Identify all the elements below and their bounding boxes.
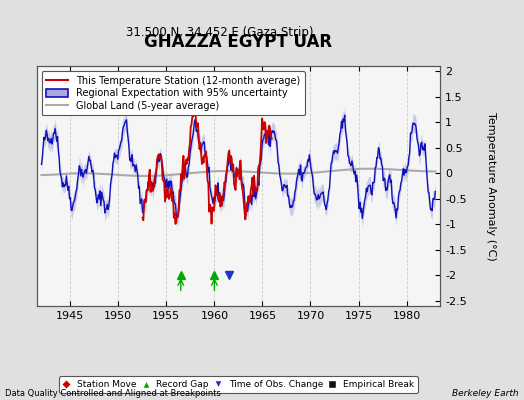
Legend: Station Move, Record Gap, Time of Obs. Change, Empirical Break: Station Move, Record Gap, Time of Obs. C… [59,376,418,393]
Text: Berkeley Earth: Berkeley Earth [452,389,519,398]
Y-axis label: Temperature Anomaly (°C): Temperature Anomaly (°C) [486,112,496,260]
Text: 31.500 N, 34.452 E (Gaza Strip): 31.500 N, 34.452 E (Gaza Strip) [126,26,314,39]
Text: Data Quality Controlled and Aligned at Breakpoints: Data Quality Controlled and Aligned at B… [5,389,221,398]
Title: GHAZZA EGYPT UAR: GHAZZA EGYPT UAR [144,32,333,50]
